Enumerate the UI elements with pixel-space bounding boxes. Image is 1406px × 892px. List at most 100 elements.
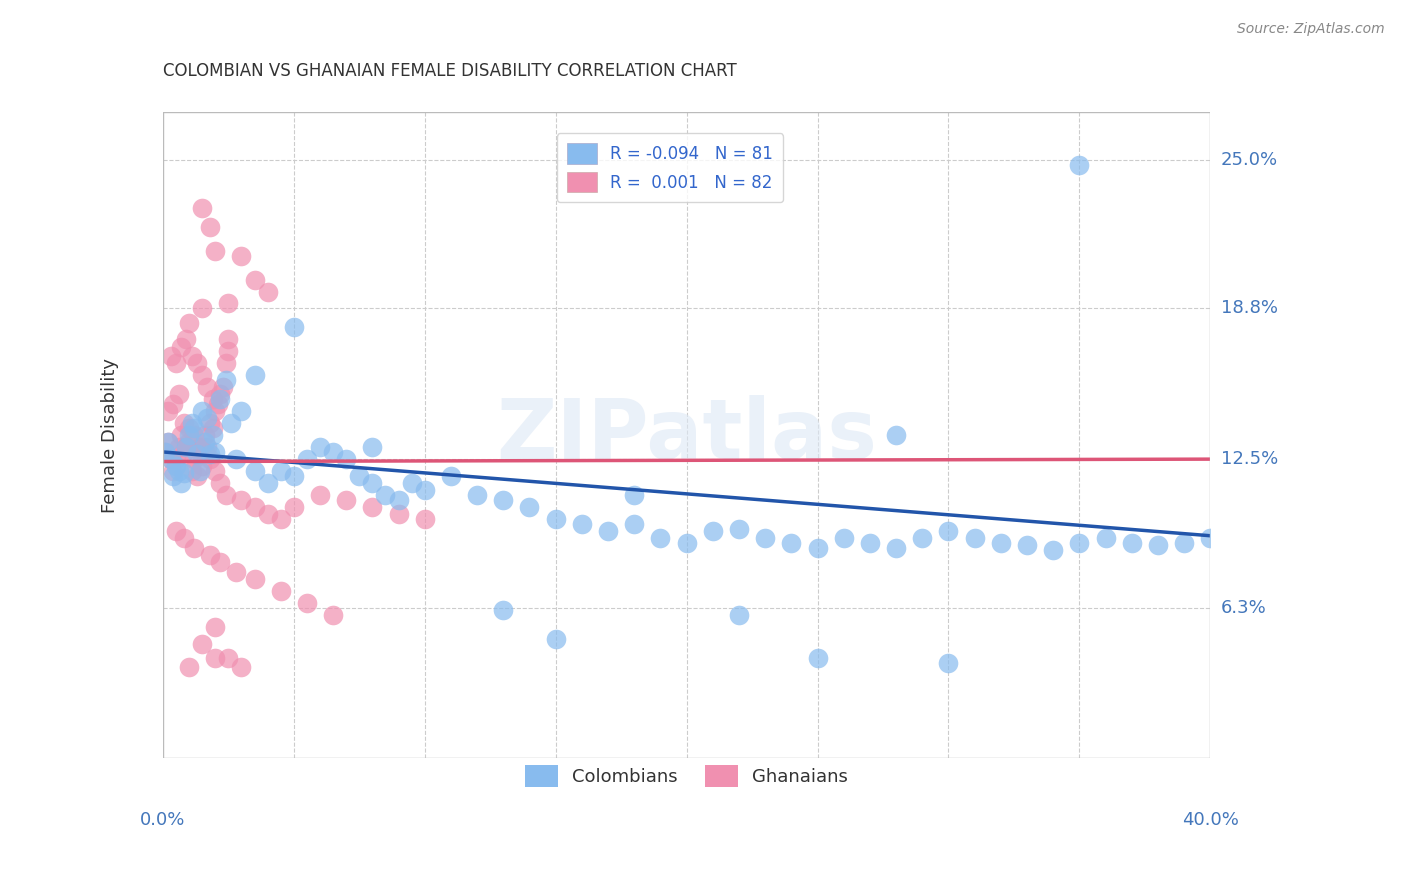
Point xyxy=(361,476,384,491)
Point xyxy=(544,632,567,646)
Point xyxy=(162,464,184,478)
Point xyxy=(167,387,190,401)
Point xyxy=(492,492,515,507)
Point xyxy=(322,445,344,459)
Point xyxy=(884,541,907,555)
Point xyxy=(231,492,253,507)
Point xyxy=(157,435,180,450)
Point xyxy=(374,488,396,502)
Point xyxy=(884,428,907,442)
Point xyxy=(198,416,221,430)
Point xyxy=(859,536,882,550)
Point xyxy=(157,404,180,418)
Text: Female Disability: Female Disability xyxy=(101,358,120,513)
Point xyxy=(176,440,198,454)
Point xyxy=(204,464,226,478)
Point xyxy=(309,440,332,454)
Point xyxy=(1199,531,1222,545)
Text: 6.3%: 6.3% xyxy=(1220,599,1267,616)
Point xyxy=(167,440,190,454)
Point xyxy=(198,447,221,461)
Point xyxy=(217,296,239,310)
Point xyxy=(243,272,266,286)
Point xyxy=(911,531,934,545)
Point xyxy=(519,500,541,514)
Point xyxy=(335,452,357,467)
Point xyxy=(217,333,239,347)
Point xyxy=(215,356,238,370)
Point xyxy=(191,368,214,383)
Point xyxy=(309,488,332,502)
Point xyxy=(217,651,239,665)
Point xyxy=(173,445,195,459)
Point xyxy=(806,541,828,555)
Point xyxy=(596,524,619,538)
Point xyxy=(387,492,409,507)
Point xyxy=(177,421,200,435)
Point xyxy=(204,651,226,665)
Point xyxy=(186,447,208,461)
Point xyxy=(165,524,187,538)
Point xyxy=(215,488,238,502)
Point xyxy=(243,500,266,514)
Point xyxy=(188,445,211,459)
Point xyxy=(191,201,214,215)
Point xyxy=(173,531,195,545)
Point xyxy=(201,421,224,435)
Point xyxy=(167,464,190,478)
Point xyxy=(198,452,221,467)
Text: 0.0%: 0.0% xyxy=(141,811,186,829)
Point xyxy=(183,541,205,555)
Text: COLOMBIAN VS GHANAIAN FEMALE DISABILITY CORRELATION CHART: COLOMBIAN VS GHANAIAN FEMALE DISABILITY … xyxy=(163,62,737,79)
Point xyxy=(256,476,278,491)
Point xyxy=(938,656,960,670)
Point xyxy=(492,603,515,617)
Point xyxy=(194,428,217,442)
Point xyxy=(183,452,205,467)
Point xyxy=(207,397,229,411)
Point xyxy=(165,356,187,370)
Point xyxy=(165,459,187,474)
Point xyxy=(180,349,202,363)
Point xyxy=(256,507,278,521)
Point xyxy=(194,445,217,459)
Point xyxy=(623,516,645,531)
Point xyxy=(1147,538,1170,552)
Point xyxy=(159,349,181,363)
Text: 12.5%: 12.5% xyxy=(1220,450,1278,468)
Point xyxy=(270,464,292,478)
Point xyxy=(186,356,208,370)
Point xyxy=(780,536,803,550)
Point xyxy=(180,416,202,430)
Point xyxy=(1094,531,1116,545)
Point xyxy=(702,524,724,538)
Text: 40.0%: 40.0% xyxy=(1182,811,1239,829)
Point xyxy=(387,507,409,521)
Point xyxy=(225,565,247,579)
Point xyxy=(650,531,672,545)
Point xyxy=(162,469,184,483)
Point xyxy=(198,219,221,234)
Point xyxy=(1042,543,1064,558)
Point xyxy=(195,380,218,394)
Text: 25.0%: 25.0% xyxy=(1220,151,1278,169)
Point xyxy=(231,249,253,263)
Point xyxy=(157,435,180,450)
Point xyxy=(191,301,214,316)
Point xyxy=(155,445,177,459)
Point xyxy=(159,452,181,467)
Point xyxy=(209,387,232,401)
Point xyxy=(361,500,384,514)
Point xyxy=(544,512,567,526)
Point xyxy=(191,459,214,474)
Point xyxy=(938,524,960,538)
Point xyxy=(170,476,193,491)
Point xyxy=(295,452,318,467)
Point xyxy=(231,660,253,674)
Point xyxy=(170,340,193,354)
Legend: Colombians, Ghanaians: Colombians, Ghanaians xyxy=(519,758,855,795)
Point xyxy=(177,428,200,442)
Point xyxy=(283,320,305,334)
Point xyxy=(165,452,187,467)
Point xyxy=(194,435,217,450)
